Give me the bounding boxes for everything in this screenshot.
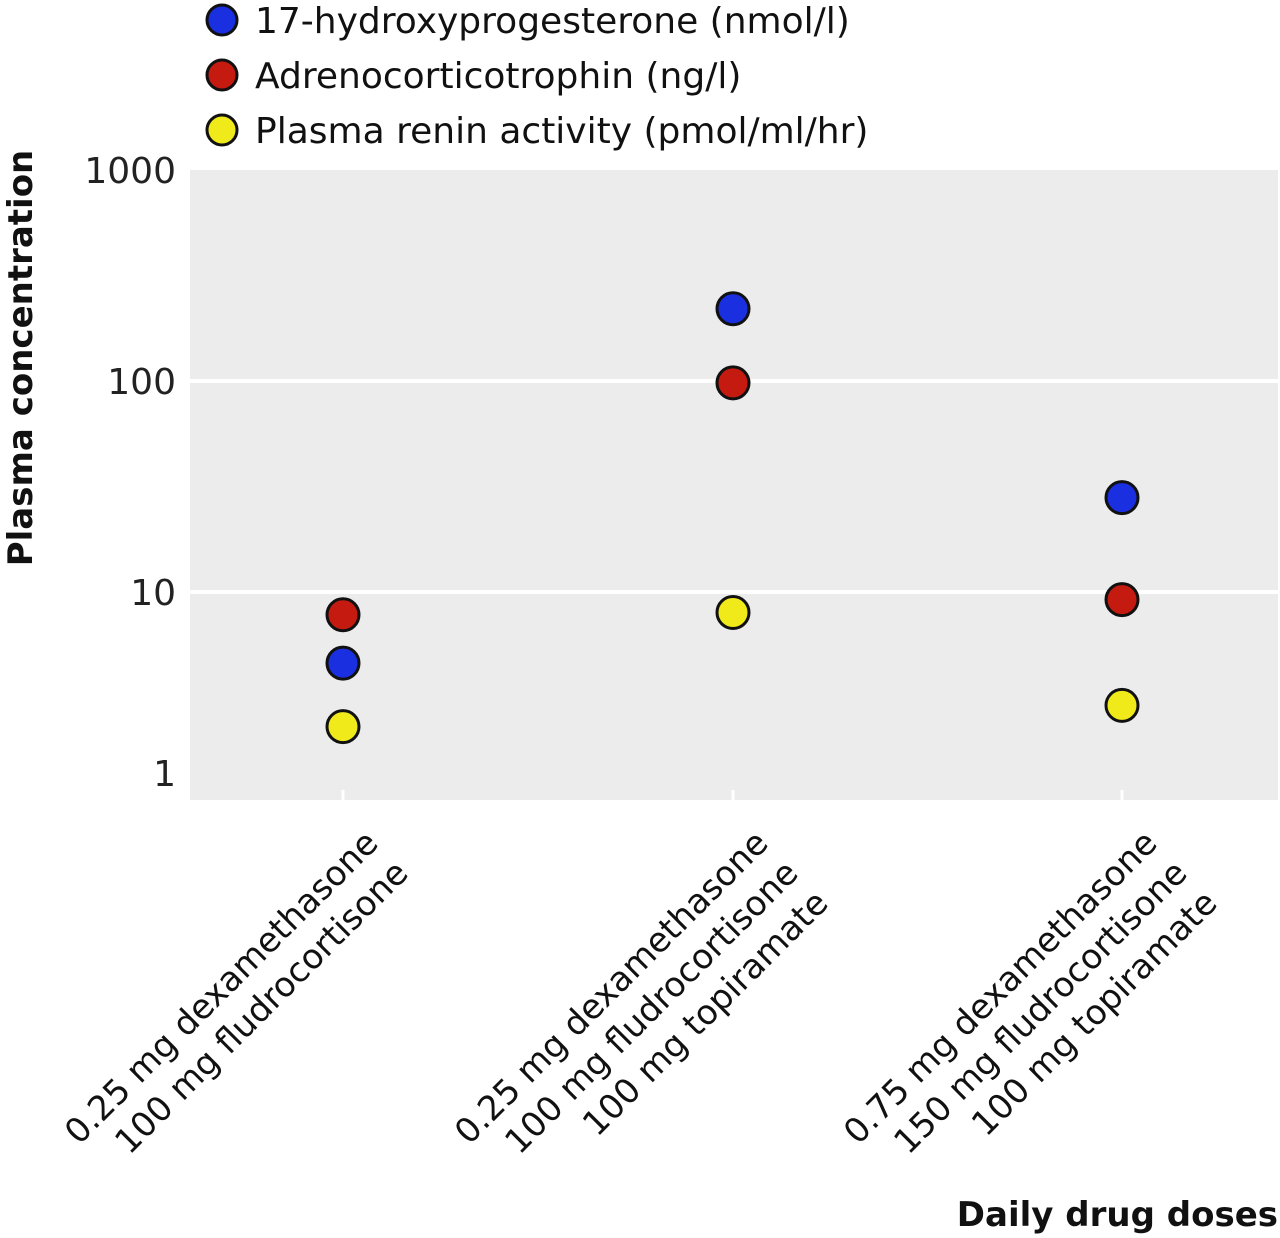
plot-area: [190, 170, 1278, 800]
legend-marker: [205, 3, 239, 37]
data-point: [1104, 687, 1140, 723]
y-tick-label: 1: [153, 754, 176, 795]
data-point: [1104, 480, 1140, 516]
data-points: [325, 291, 1140, 745]
x-axis-title: Daily drug doses: [957, 1195, 1278, 1235]
data-point: [715, 365, 751, 401]
x-axis-ticks: [341, 790, 1124, 800]
y-axis-title: Plasma concentration: [1, 150, 41, 567]
legend-label: 17-hydroxyprogesterone (nmol/l): [255, 1, 850, 42]
data-point: [715, 594, 751, 630]
data-point: [325, 645, 361, 681]
data-point: [325, 709, 361, 745]
y-tick-label: 10: [130, 573, 176, 614]
x-category-line: 100 mg fludrocortisone: [497, 853, 806, 1162]
legend-label: Adrenocorticotrophin (ng/l): [255, 56, 741, 97]
data-point: [715, 291, 751, 327]
legend: 17-hydroxyprogesterone (nmol/l) Adrenocor…: [205, 1, 868, 152]
legend-marker: [205, 58, 239, 92]
x-category-line: 150 mg fludrocortisone: [886, 853, 1195, 1162]
data-point: [1104, 582, 1140, 618]
y-tick-label: 1000: [84, 151, 176, 192]
legend-marker: [205, 113, 239, 147]
data-point: [325, 597, 361, 633]
x-category-line: 100 mg topiramate: [964, 883, 1225, 1144]
x-category-line: 0.25 mg dexamethasone: [57, 823, 386, 1152]
legend-label: Plasma renin activity (pmol/ml/hr): [255, 111, 868, 152]
x-category-line: 100 mg fludrocortisone: [107, 853, 416, 1162]
y-tick-label: 100: [107, 362, 176, 403]
y-axis-ticks: 1 10 100 1000: [84, 151, 176, 795]
x-category-line: 100 mg topiramate: [575, 883, 836, 1144]
